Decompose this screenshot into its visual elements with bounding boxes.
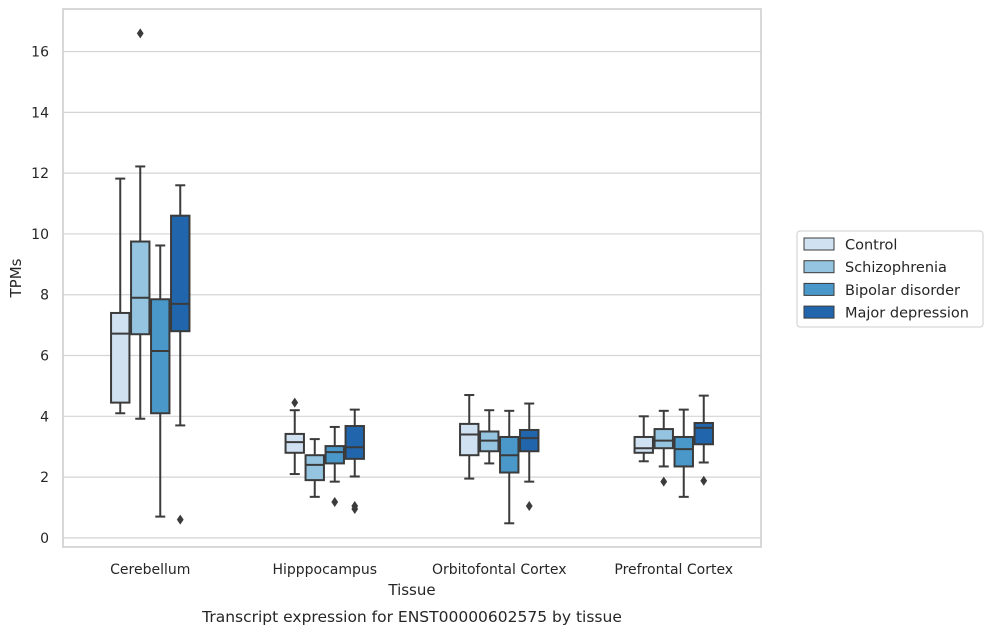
y-axis-ticks: 0 2 4 6 8 10 12 14 16 [31, 45, 49, 547]
legend-label: Major depression [845, 306, 969, 322]
box [633, 435, 654, 454]
outlier-point [331, 497, 339, 508]
legend-swatch [803, 237, 835, 251]
x-tick-label: Prefrontal Cortex [614, 562, 733, 578]
legend-swatch [803, 305, 835, 319]
x-tick-label: Orbitofontal Cortex [432, 562, 567, 578]
y-tick-label: 8 [40, 288, 49, 304]
outlier-point [660, 476, 668, 487]
legend-frame [796, 230, 984, 328]
x-axis-title: Tissue [387, 581, 435, 599]
outlier-point [525, 500, 533, 511]
box-group [284, 397, 365, 515]
y-tick-label: 12 [31, 166, 49, 182]
box [304, 454, 325, 482]
box [519, 428, 540, 453]
x-tick-label: Hipppocampus [272, 562, 377, 578]
outlier-point [700, 475, 708, 486]
box [459, 422, 480, 457]
box [324, 445, 345, 465]
outlier-point [176, 514, 184, 525]
legend-label: Control [845, 238, 897, 254]
box [344, 425, 365, 460]
y-tick-label: 14 [31, 105, 49, 121]
outlier-point [136, 28, 144, 39]
box [693, 421, 714, 446]
legend: Control Schizophrenia Bipolar disorder Majo… [796, 230, 984, 328]
y-tick-label: 2 [40, 470, 49, 486]
box [284, 432, 305, 454]
y-tick-label: 10 [31, 227, 49, 243]
box [170, 214, 191, 333]
legend-swatch [803, 282, 835, 296]
legend-label: Schizophrenia [845, 260, 947, 276]
outlier-point [291, 397, 299, 408]
y-tick-label: 0 [40, 531, 49, 547]
box-group [459, 394, 540, 525]
x-axis-ticks: Cerebellum Hipppocampus Orbitofontal Corte… [110, 562, 733, 578]
box-group [110, 28, 191, 525]
x-tick-label: Cerebellum [110, 562, 190, 578]
box-group [633, 394, 714, 498]
y-tick-label: 6 [40, 349, 49, 365]
box [130, 240, 151, 336]
y-gridlines [63, 50, 761, 539]
box [673, 435, 694, 468]
box [150, 298, 171, 415]
y-axis-title: TPMs [7, 258, 25, 298]
plot-area-frame [62, 8, 762, 548]
legend-swatch [803, 260, 835, 274]
y-tick-label: 16 [31, 45, 49, 61]
box [110, 311, 131, 404]
legend-label: Bipolar disorder [845, 283, 960, 299]
outlier-point [351, 500, 359, 511]
box [653, 428, 674, 450]
chart-caption: Transcript expression for ENST0000060257… [201, 608, 622, 626]
y-tick-label: 4 [40, 409, 49, 425]
boxplot-groups [110, 28, 714, 525]
